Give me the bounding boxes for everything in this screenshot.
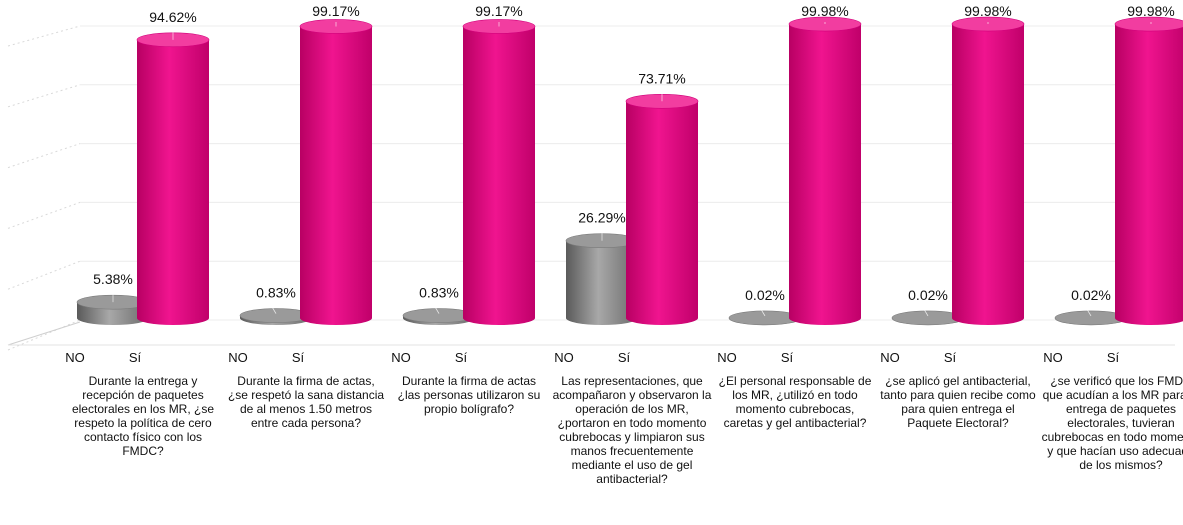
bar-si	[1114, 16, 1183, 325]
series-tick-label: NO	[554, 350, 574, 365]
series-tick-label: Sí	[1107, 350, 1120, 365]
series-tick-label: NO	[717, 350, 737, 365]
label-leader	[758, 305, 766, 317]
gridline	[7, 201, 81, 229]
data-label: 0.02%	[745, 287, 785, 303]
bar-top	[1114, 16, 1183, 32]
label-leader	[269, 303, 277, 314]
bar-body	[1115, 24, 1183, 325]
series-tick-label: Sí	[618, 350, 631, 365]
bar-body	[566, 240, 638, 325]
data-label: 26.29%	[578, 210, 625, 226]
category-label: Durante la entrega y recepción de paquet…	[71, 374, 215, 458]
data-label: 0.02%	[1071, 287, 1111, 303]
gridline	[7, 319, 81, 351]
floor-edge	[7, 321, 81, 346]
bar-body	[463, 26, 535, 326]
series-tick-label: Sí	[129, 350, 142, 365]
bar-no	[239, 308, 313, 325]
category-label: ¿El personal responsable de los MR, ¿uti…	[718, 374, 872, 430]
bar-no	[891, 310, 965, 326]
bar-body	[952, 24, 1024, 325]
bar-body	[137, 39, 209, 325]
data-label: 73.71%	[638, 70, 685, 86]
data-label: 99.98%	[1127, 3, 1174, 19]
series-tick-label: NO	[391, 350, 411, 365]
data-label: 94.62%	[149, 9, 196, 25]
gridline	[7, 25, 81, 47]
label-leader	[432, 303, 440, 314]
category-label: Durante la firma de actas, ¿se respetó l…	[227, 374, 385, 430]
data-label: 99.98%	[801, 3, 848, 19]
label-leader	[1084, 305, 1092, 317]
category-label: Durante la firma de actas ¿las personas …	[397, 374, 541, 416]
series-tick-label: Sí	[455, 350, 468, 365]
bar-si	[951, 16, 1025, 325]
bar-body	[789, 24, 861, 325]
bar-si	[299, 19, 373, 326]
data-label: 99.17%	[312, 3, 359, 19]
bar-si	[136, 32, 210, 325]
data-label: 99.17%	[475, 3, 522, 19]
series-tick-label: NO	[65, 350, 85, 365]
category-label: ¿se aplicó gel antibacterial, tanto para…	[880, 374, 1036, 430]
data-label: 5.38%	[93, 271, 133, 287]
gridline	[7, 260, 81, 290]
bar-si	[788, 16, 862, 325]
series-tick-label: Sí	[944, 350, 957, 365]
bar-si	[625, 93, 699, 325]
data-label: 99.98%	[964, 3, 1011, 19]
series-tick-label: Sí	[292, 350, 305, 365]
gridline	[7, 143, 81, 169]
label-leader	[921, 305, 929, 317]
gridline	[7, 84, 81, 108]
series-tick-label: NO	[228, 350, 248, 365]
data-label: 0.83%	[419, 285, 459, 301]
category-label: ¿se verificó que los FMDC que acudían a …	[1041, 374, 1183, 472]
bar-no	[402, 308, 476, 325]
bar-body	[626, 101, 698, 325]
data-label: 0.02%	[908, 287, 948, 303]
bar-si	[462, 19, 536, 326]
series-tick-label: Sí	[781, 350, 794, 365]
series-tick-label: NO	[880, 350, 900, 365]
bar-body	[300, 26, 372, 326]
data-label: 0.83%	[256, 285, 296, 301]
bar-no	[1054, 310, 1128, 326]
series-tick-label: NO	[1043, 350, 1063, 365]
category-label: Las representaciones, que acompañaron y …	[552, 374, 712, 486]
